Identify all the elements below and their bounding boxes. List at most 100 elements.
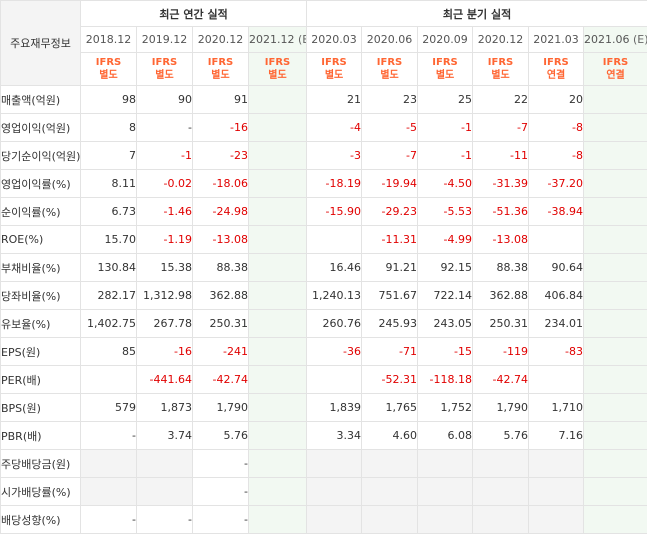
data-cell: [528, 225, 585, 254]
data-cell: -1: [417, 141, 474, 170]
data-cell: 579: [80, 393, 137, 422]
quarterly-section-header: 최근 분기 실적: [306, 0, 647, 27]
row-label-header: 주요재무정보: [0, 0, 81, 86]
table-row: 당기순이익(억원) 7 -1 -23 -3 -7 -1 -11 -8: [0, 141, 647, 170]
financial-table-body: 매출액(억원) 98 90 91 21 23 25 22 20 영업이익(억원) 8- -16 -4 -5…: [0, 85, 647, 534]
data-cell: 5.76: [472, 421, 530, 450]
consolidation-basis-label: 연결: [606, 70, 625, 81]
data-cell: -13.08: [472, 225, 530, 254]
data-cell: [306, 225, 363, 254]
data-cell: 5.76: [192, 421, 249, 450]
data-cell: [247, 337, 308, 366]
data-cell: 282.17: [80, 281, 137, 310]
data-cell: -5: [361, 113, 419, 142]
data-cell: -5.53: [417, 197, 474, 226]
data-cell: 15.38: [136, 253, 193, 282]
data-cell: 3.74: [136, 421, 193, 450]
data-cell: -4: [306, 113, 363, 142]
data-cell: 85: [80, 337, 137, 366]
data-cell: 6.08: [417, 421, 474, 450]
period-label: 2020.09: [422, 33, 468, 46]
data-cell: 91.21: [361, 253, 419, 282]
data-cell: -42.74: [192, 365, 249, 394]
data-cell: 15.70: [80, 225, 137, 254]
consolidation-basis-label: 별도: [155, 70, 174, 81]
consolidation-basis-label: 연결: [546, 70, 566, 81]
row-label: ROE(%): [0, 225, 81, 254]
period-label: 2018.12: [85, 33, 132, 46]
data-cell: [472, 505, 530, 534]
row-label: 주당배당금(원): [0, 449, 81, 478]
table-row: 매출액(억원) 98 90 91 21 23 25 22 20: [0, 85, 647, 114]
data-cell: [583, 309, 647, 338]
table-row: 부채비율(%) 130.84 15.38 88.38 16.46 91.21 92.15 88…: [0, 253, 647, 282]
data-cell: [417, 477, 474, 506]
table-row: PER(배) -441.64 -42.74 -52.31 -118.18 -42.74: [0, 365, 647, 394]
data-cell: -83: [528, 337, 585, 366]
data-cell: 1,765: [361, 393, 419, 422]
data-cell: -1: [417, 113, 474, 142]
row-label: PBR(배): [0, 421, 81, 450]
ifrs-label: IFRS: [543, 57, 569, 68]
data-cell: -7: [472, 113, 530, 142]
period-label: 2020.12: [477, 33, 524, 46]
data-cell: [583, 225, 647, 254]
period-label: 2021.03: [533, 33, 579, 46]
table-row: 유보율(%) 1,402.75 267.78 250.31 260.76 245.93 24…: [0, 309, 647, 338]
data-cell: [528, 365, 585, 394]
data-cell: 3.34: [306, 421, 363, 450]
data-cell: 8: [80, 113, 137, 142]
data-cell: [247, 421, 308, 450]
consolidation-basis-label: 별도: [491, 70, 510, 81]
data-cell: 250.31: [192, 309, 249, 338]
data-cell: 362.88: [472, 281, 530, 310]
data-cell: 1,790: [192, 393, 249, 422]
data-cell: [361, 449, 419, 478]
data-cell: 4.60: [361, 421, 419, 450]
ifrs-label: IFRS: [151, 57, 178, 68]
data-cell: 1,752: [417, 393, 474, 422]
data-cell: -31.39: [472, 169, 530, 198]
data-cell: [583, 169, 647, 198]
data-cell: [136, 477, 193, 506]
data-cell: [247, 309, 308, 338]
data-cell: 92.15: [417, 253, 474, 282]
data-cell: [583, 337, 647, 366]
data-cell: -7: [361, 141, 419, 170]
data-cell: -4.99: [417, 225, 474, 254]
period-label: 2020.06: [366, 33, 413, 46]
data-cell: -71: [361, 337, 419, 366]
data-cell: 1,312.98: [136, 281, 193, 310]
data-cell: 20: [528, 85, 585, 114]
data-cell: -18.19: [306, 169, 363, 198]
data-cell: 21: [306, 85, 363, 114]
data-cell: -38.94: [528, 197, 585, 226]
data-cell: [528, 477, 585, 506]
data-cell: -16: [136, 337, 193, 366]
data-cell: [247, 281, 308, 310]
data-cell: [583, 85, 647, 114]
row-label: BPS(원): [0, 393, 81, 422]
data-cell: 1,790: [472, 393, 530, 422]
data-cell: -19.94: [361, 169, 419, 198]
data-cell: -18.06: [192, 169, 249, 198]
period-header: 2020.03: [306, 26, 363, 53]
ifrs-label: IFRS: [432, 57, 458, 68]
ifrs-label: IFRS: [487, 57, 514, 68]
ifrs-label: IFRS: [95, 57, 122, 68]
period-header: 2021.06 (E): [583, 26, 647, 53]
data-cell: [583, 113, 647, 142]
data-cell: -15.90: [306, 197, 363, 226]
data-cell: -: [136, 505, 193, 534]
data-cell: -3: [306, 141, 363, 170]
data-cell: 25: [417, 85, 474, 114]
estimate-mark: (E): [298, 33, 306, 46]
data-cell: 6.73: [80, 197, 137, 226]
quarterly-section-title: 최근 분기 실적: [442, 7, 512, 21]
data-cell: -29.23: [361, 197, 419, 226]
period-label: 2021.06: [584, 33, 630, 46]
data-cell: 1,710: [528, 393, 585, 422]
data-cell: -15: [417, 337, 474, 366]
data-cell: -24.98: [192, 197, 249, 226]
